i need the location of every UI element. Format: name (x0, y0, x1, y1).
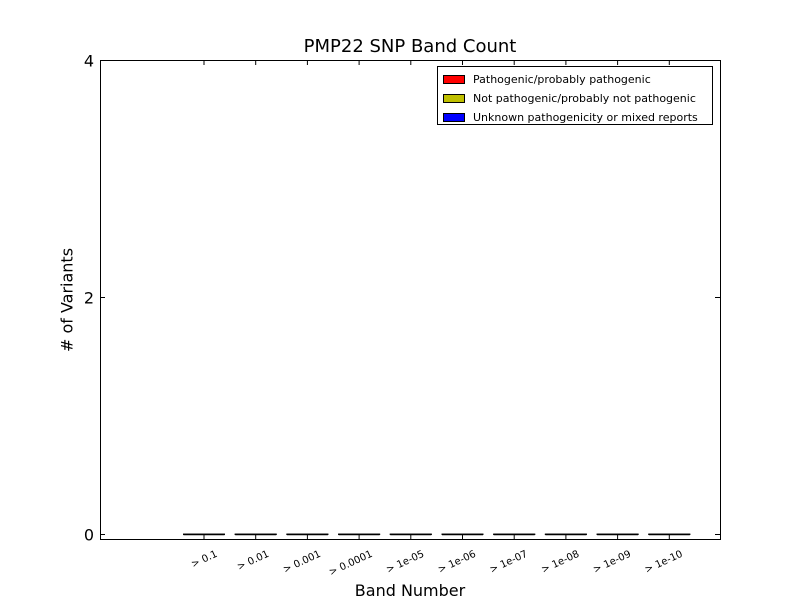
legend: Pathogenic/probably pathogenic Not patho… (437, 66, 713, 125)
legend-swatch-olive (443, 94, 465, 103)
legend-item-not-pathogenic: Not pathogenic/probably not pathogenic (438, 89, 712, 108)
chart-title: PMP22 SNP Band Count (303, 36, 517, 57)
y-tick-label: 4 (84, 52, 94, 71)
x-axis-label: Band Number (354, 581, 466, 600)
x-tick-label: > 1e-10 (643, 549, 684, 576)
legend-item-unknown: Unknown pathogenicity or mixed reports (438, 108, 712, 127)
legend-item-pathogenic: Pathogenic/probably pathogenic (438, 70, 712, 89)
legend-label: Pathogenic/probably pathogenic (473, 73, 651, 86)
y-tick-label: 0 (84, 526, 94, 545)
legend-swatch-blue (443, 113, 465, 122)
y-axis-label: # of Variants (57, 247, 77, 353)
legend-label: Unknown pathogenicity or mixed reports (473, 111, 698, 124)
x-tick-label: > 1e-05 (385, 549, 426, 576)
x-tick-label: > 0.01 (236, 549, 271, 573)
legend-label: Not pathogenic/probably not pathogenic (473, 92, 696, 105)
plot-frame (100, 60, 721, 540)
x-axis-ticks: > 0.1 > 0.01 > 0.001 > 0.0001 > 1e-05 > 1e-06… (190, 60, 685, 578)
x-tick-label: > 0.1 (190, 549, 220, 571)
x-tick-label: > 1e-06 (436, 549, 477, 576)
legend-swatch-red (443, 75, 465, 84)
x-tick-label: > 1e-08 (540, 549, 581, 576)
x-tick-label: > 1e-07 (488, 549, 529, 576)
x-tick-label: > 1e-09 (592, 549, 633, 576)
y-tick-label: 2 (84, 289, 94, 308)
x-tick-label: > 0.001 (282, 549, 323, 576)
x-tick-label: > 0.0001 (328, 549, 375, 579)
